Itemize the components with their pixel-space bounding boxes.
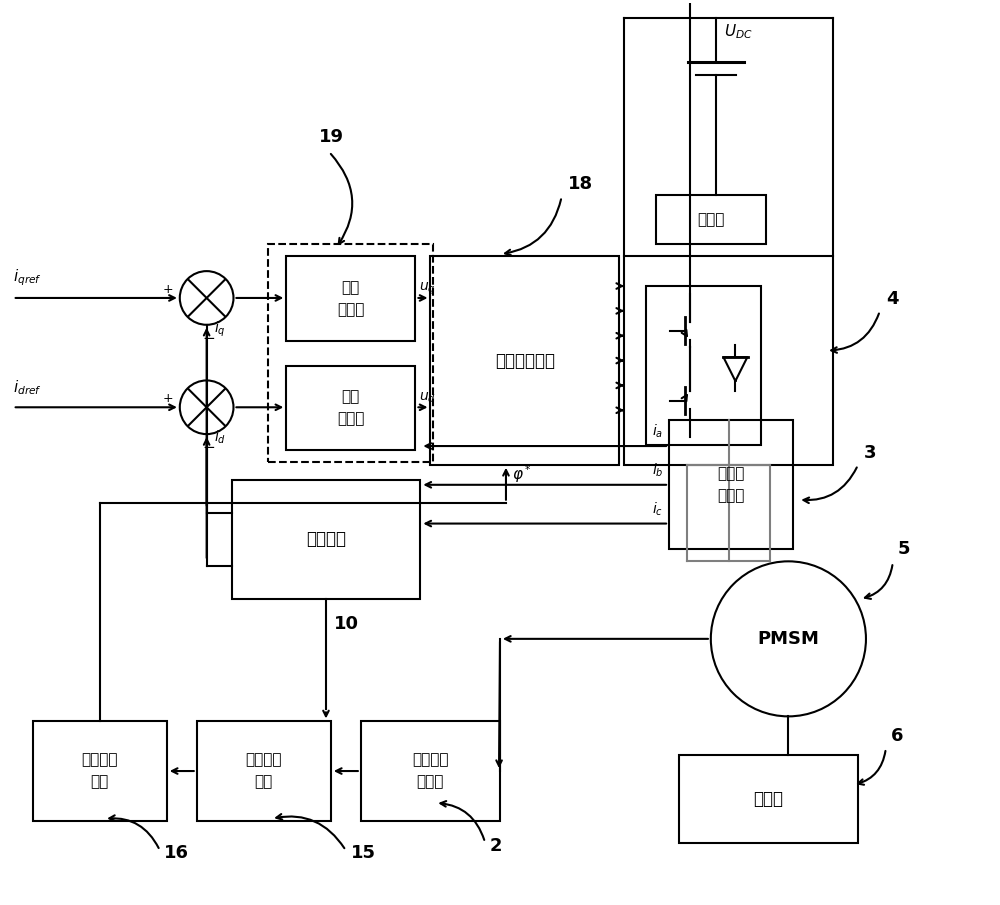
- Text: $u_d$: $u_d$: [419, 390, 436, 405]
- Text: $i_a$: $i_a$: [652, 423, 663, 440]
- Text: 闭环
控制器: 闭环 控制器: [337, 389, 365, 426]
- Text: $u_q$: $u_q$: [419, 281, 436, 298]
- Text: $i_d$: $i_d$: [214, 429, 226, 446]
- Text: 19: 19: [319, 128, 344, 146]
- Text: 6: 6: [891, 728, 903, 745]
- Text: −: −: [202, 330, 215, 346]
- Bar: [268, 244, 433, 462]
- Bar: [430, 256, 619, 465]
- Text: 3: 3: [864, 444, 876, 462]
- Bar: [286, 366, 415, 450]
- Text: +: +: [162, 392, 173, 405]
- Text: 空间矢量调制: 空间矢量调制: [495, 351, 555, 369]
- Text: 闭环
控制器: 闭环 控制器: [337, 280, 365, 317]
- Bar: [286, 256, 415, 340]
- Text: PMSM: PMSM: [757, 630, 819, 648]
- Text: 16: 16: [164, 844, 189, 862]
- Text: $i_{dref}$: $i_{dref}$: [13, 378, 42, 397]
- Text: 10: 10: [334, 614, 359, 633]
- Text: +: +: [162, 282, 173, 296]
- Text: $\varphi^*$: $\varphi^*$: [512, 463, 532, 485]
- Text: $i_q$: $i_q$: [214, 319, 225, 339]
- Text: $i_c$: $i_c$: [652, 500, 663, 518]
- Text: 相电流
传感器: 相电流 传感器: [718, 466, 745, 503]
- Text: 霍尔位置
传感器: 霍尔位置 传感器: [412, 752, 449, 790]
- Text: 内燃机: 内燃机: [754, 790, 784, 808]
- Bar: [656, 195, 766, 244]
- Text: $i_{qref}$: $i_{qref}$: [13, 267, 42, 288]
- Text: 矢量变换: 矢量变换: [306, 530, 346, 548]
- Bar: [232, 480, 420, 599]
- Text: −: −: [202, 440, 215, 455]
- Text: 最优角度
判断: 最优角度 判断: [81, 752, 118, 790]
- Bar: [33, 721, 167, 821]
- Text: 18: 18: [568, 175, 593, 193]
- Bar: [679, 755, 858, 843]
- Text: $i_b$: $i_b$: [652, 462, 663, 479]
- Bar: [669, 420, 793, 549]
- Bar: [197, 721, 331, 821]
- Bar: [646, 286, 761, 445]
- Bar: [361, 721, 500, 821]
- Text: 15: 15: [351, 844, 376, 862]
- Text: 5: 5: [898, 540, 910, 558]
- Text: 霍尔区间
判断: 霍尔区间 判断: [246, 752, 282, 790]
- Text: 2: 2: [490, 836, 503, 854]
- Text: 4: 4: [886, 290, 898, 308]
- Text: 逃变器: 逃变器: [697, 212, 725, 227]
- Bar: [624, 256, 833, 465]
- Text: $U_{DC}$: $U_{DC}$: [724, 23, 753, 42]
